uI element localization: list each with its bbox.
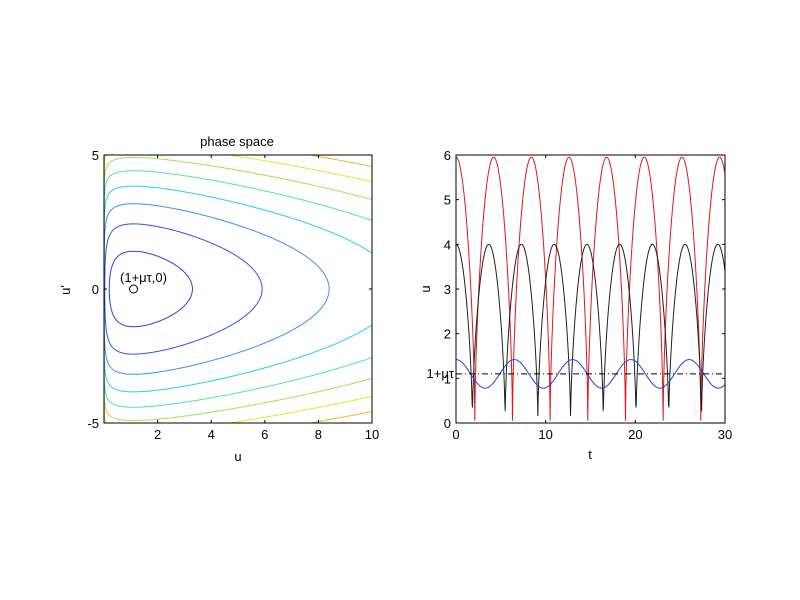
equilibrium-annotation: (1+μτ,0) [120, 270, 167, 285]
x-tick-label: 10 [365, 427, 379, 442]
contour-line-6 [104, 156, 372, 422]
time-series-x-label: t [588, 447, 592, 462]
time-series-axes: 0 10 20 30 0 1 2 3 4 5 6 1+μτ t u [418, 148, 732, 462]
phase-space-y-ticks: -5 0 5 [87, 148, 372, 431]
y-tick-label: 4 [444, 237, 451, 252]
phase-space-x-label: u [234, 449, 241, 464]
phase-space-title: phase space [200, 134, 274, 149]
contour-line-1 [108, 250, 193, 328]
x-tick-label: 2 [154, 427, 161, 442]
contour-line-2 [104, 223, 263, 355]
contour-line-5 [104, 170, 372, 408]
x-tick-label: 10 [538, 427, 552, 442]
x-tick-label: 8 [315, 427, 322, 442]
x-tick-label: 30 [718, 427, 732, 442]
series-line-2 [456, 243, 725, 416]
y-tick-label: 3 [444, 282, 451, 297]
series-line-3 [456, 359, 725, 389]
y-tick-label: 6 [444, 148, 451, 163]
y-tick-label: 1 [444, 371, 451, 386]
x-tick-label: 20 [628, 427, 642, 442]
y-tick-label: -5 [87, 416, 99, 431]
contour-line-4 [104, 185, 372, 393]
x-tick-label: 0 [452, 427, 459, 442]
y-tick-label: 2 [444, 327, 451, 342]
x-tick-label: 4 [208, 427, 215, 442]
equilibrium-marker [128, 284, 138, 294]
contour-line-3 [104, 203, 330, 375]
y-tick-label: 5 [444, 193, 451, 208]
x-tick-label: 6 [261, 427, 268, 442]
time-series-x-ticks: 0 10 20 30 [452, 155, 732, 442]
series-line-1 [456, 156, 725, 421]
phase-space-axes: phase space 2 4 6 8 10 -5 0 5 u u' (1+μτ,0) [58, 134, 379, 464]
y-tick-label: 0 [92, 282, 99, 297]
phase-space-x-ticks: 2 4 6 8 10 [154, 155, 379, 442]
y-tick-label: 0 [444, 416, 451, 431]
time-series-y-label: u [418, 285, 433, 292]
time-series-lines [456, 156, 725, 421]
time-series-y-ticks: 0 1 2 3 4 5 6 [444, 148, 725, 431]
y-tick-label: 5 [92, 148, 99, 163]
phase-space-y-label: u' [58, 285, 73, 295]
reference-line-label: 1+μτ [427, 366, 455, 381]
